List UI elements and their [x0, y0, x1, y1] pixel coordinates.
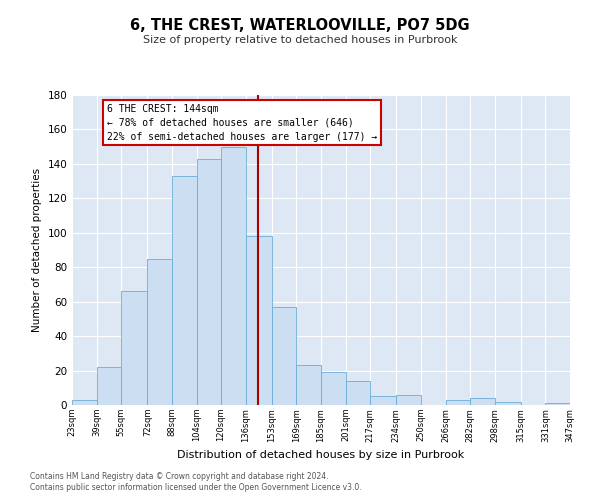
- Bar: [370, 396, 397, 405]
- Text: Contains public sector information licensed under the Open Government Licence v3: Contains public sector information licen…: [30, 484, 362, 492]
- Text: Contains HM Land Registry data © Crown copyright and database right 2024.: Contains HM Land Registry data © Crown c…: [30, 472, 329, 481]
- Text: Size of property relative to detached houses in Purbrook: Size of property relative to detached ho…: [143, 35, 457, 45]
- X-axis label: Distribution of detached houses by size in Purbrook: Distribution of detached houses by size …: [178, 450, 464, 460]
- Bar: [245, 236, 272, 405]
- Bar: [121, 292, 148, 405]
- Bar: [397, 394, 421, 405]
- Bar: [321, 372, 346, 405]
- Bar: [545, 404, 570, 405]
- Text: 6 THE CREST: 144sqm
← 78% of detached houses are smaller (646)
22% of semi-detac: 6 THE CREST: 144sqm ← 78% of detached ho…: [107, 104, 377, 142]
- Bar: [148, 258, 172, 405]
- Bar: [470, 398, 494, 405]
- Bar: [197, 158, 221, 405]
- Bar: [296, 366, 321, 405]
- Bar: [97, 367, 121, 405]
- Bar: [272, 307, 296, 405]
- Bar: [346, 381, 370, 405]
- Bar: [72, 400, 97, 405]
- Bar: [445, 400, 470, 405]
- Bar: [494, 402, 521, 405]
- Y-axis label: Number of detached properties: Number of detached properties: [32, 168, 42, 332]
- Bar: [172, 176, 197, 405]
- Bar: [221, 146, 245, 405]
- Text: 6, THE CREST, WATERLOOVILLE, PO7 5DG: 6, THE CREST, WATERLOOVILLE, PO7 5DG: [130, 18, 470, 32]
